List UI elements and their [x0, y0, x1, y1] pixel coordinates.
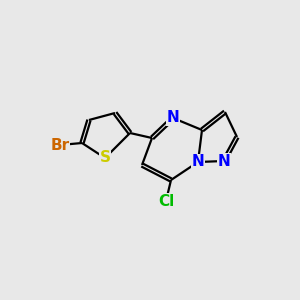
Text: N: N: [167, 110, 179, 125]
Text: Br: Br: [50, 137, 70, 152]
Text: S: S: [100, 151, 110, 166]
Text: N: N: [218, 154, 230, 169]
Text: Cl: Cl: [158, 194, 174, 208]
Text: N: N: [192, 154, 204, 169]
